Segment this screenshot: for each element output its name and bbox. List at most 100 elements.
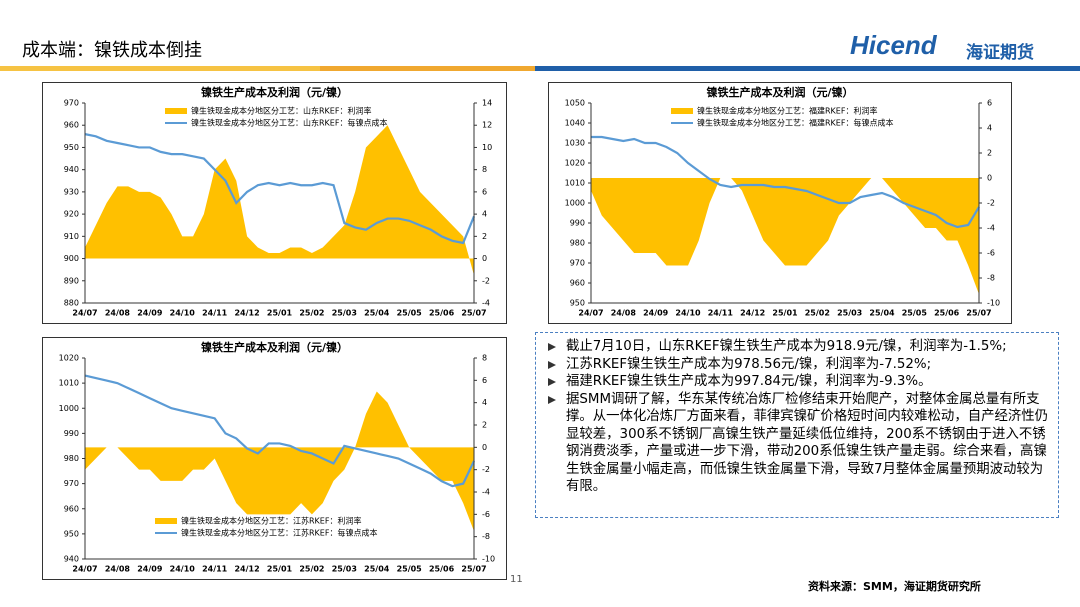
x-tick-label: 25/05 [902,309,928,318]
y-tick-label: 960 [570,279,585,288]
y2-tick-label: -8 [987,274,995,283]
y-tick-label: 920 [64,210,79,219]
y-tick-label: 970 [570,259,585,268]
y2-tick-label: -6 [482,510,490,519]
y2-tick-label: 10 [482,143,492,152]
y2-tick-label: -2 [482,465,490,474]
x-tick-label: 25/05 [397,565,423,574]
x-tick-label: 24/11 [202,309,228,318]
x-tick-label: 25/01 [772,309,798,318]
y2-tick-label: 0 [482,443,487,452]
chart-title: 镍铁生产成本及利润（元/镍） [201,340,348,354]
x-tick-label: 24/10 [170,309,196,318]
x-tick-label: 24/09 [643,309,669,318]
chart-box: 镍铁生产成本及利润（元/镍） 950 960 970 980 990 1000 1010 102… [548,82,1012,324]
logo: Hicend [850,30,937,60]
x-tick-label: 24/09 [137,309,163,318]
x-tick-label: 25/02 [299,565,324,574]
x-tick-label: 25/04 [364,309,390,318]
x-tick-label: 24/08 [105,565,131,574]
y-tick-label: 900 [64,254,79,263]
x-tick-label: 24/12 [234,565,259,574]
y2-tick-label: 2 [482,421,487,430]
y2-tick-label: -4 [482,299,490,308]
profit-area [591,178,979,295]
x-tick-label: 25/06 [934,309,960,318]
header-bar [535,66,1080,71]
header-bar [320,66,535,71]
logo-cn: 海证期货 [966,43,1034,63]
y2-tick-label: 4 [482,210,487,219]
note: 截止7月10日，山东RKEF镍生铁生产成本为918.9元/镍，利润率为-1.5%… [544,338,1050,356]
y2-tick-label: 4 [482,398,487,407]
y-tick-label: 960 [64,504,79,513]
x-tick-label: 24/11 [708,309,734,318]
x-tick-label: 25/02 [805,309,830,318]
x-tick-label: 24/09 [137,565,163,574]
x-tick-label: 25/04 [869,309,895,318]
legend-label: 镍生铁现金成本分地区分工艺：山东RKEF：利润率 [191,106,371,116]
y-tick-label: 970 [64,479,79,488]
x-tick-label: 24/10 [170,565,196,574]
chart: 镍铁生产成本及利润（元/镍） 950 960 970 980 990 1000 1010 102… [565,85,1000,318]
x-tick-label: 25/07 [461,309,486,318]
y2-tick-label: 6 [987,99,992,108]
y2-tick-label: 2 [987,149,992,158]
x-tick-label: 25/06 [429,565,455,574]
y2-tick-label: -10 [987,299,1000,308]
x-tick-label: 25/03 [837,309,862,318]
note: 江苏RKEF镍生铁生产成本为978.56元/镍，利润率为-7.52%; [544,356,1050,374]
notes: 截止7月10日，山东RKEF镍生铁生产成本为918.9元/镍，利润率为-1.5%… [535,332,1059,518]
x-tick-label: 25/03 [332,565,357,574]
y2-tick-label: 0 [482,254,487,263]
y2-tick-label: 2 [482,232,487,241]
x-tick-label: 25/05 [397,309,423,318]
x-tick-label: 24/10 [675,309,701,318]
y-tick-label: 990 [570,219,585,228]
y2-tick-label: -2 [482,276,490,285]
y-tick-label: 1040 [565,119,585,128]
y2-tick-label: 14 [482,99,492,108]
y-tick-label: 1010 [565,179,585,188]
chart: 镍铁生产成本及利润（元/镍） 940 950 960 970 980 990 1000 1010… [59,340,495,574]
y-tick-label: 1000 [59,404,79,413]
y2-tick-label: -4 [482,488,490,497]
x-tick-label: 24/07 [72,565,97,574]
x-tick-label: 24/08 [611,309,637,318]
x-tick-label: 24/08 [105,309,131,318]
chart-box: 镍铁生产成本及利润（元/镍） 880 890 900 910 920 930 940 950 96… [42,82,507,324]
legend-label: 镍生铁现金成本分地区分工艺：山东RKEF：每镍点成本 [191,118,387,128]
y-tick-label: 980 [570,239,585,248]
y-tick-label: 880 [64,299,79,308]
y2-tick-label: 6 [482,187,487,196]
slide-title: 成本端：镍铁成本倒挂 [22,40,202,61]
legend-label: 镍生铁现金成本分地区分工艺：福建RKEF：每镍点成本 [697,118,893,128]
y-tick-label: 960 [64,121,79,130]
y-tick-label: 950 [64,143,79,152]
y-tick-label: 950 [570,299,585,308]
y2-tick-label: -10 [482,555,495,564]
x-tick-label: 24/07 [72,309,97,318]
y-tick-label: 1050 [565,99,585,108]
chart-box: 镍铁生产成本及利润（元/镍） 940 950 960 970 980 990 1000 1010… [42,337,507,580]
y2-tick-label: 8 [482,354,487,363]
y2-tick-label: 8 [482,165,487,174]
note: 福建RKEF镍生铁生产成本为997.84元/镍，利润率为-9.3%。 [544,373,1050,391]
y-tick-label: 1020 [59,354,79,363]
y-tick-label: 980 [64,454,79,463]
y-tick-label: 1000 [565,199,585,208]
legend-swatch [671,108,693,114]
y-tick-label: 1010 [59,379,79,388]
x-tick-label: 24/11 [202,565,228,574]
cost-line [591,135,980,229]
x-tick-label: 24/12 [234,309,259,318]
y2-tick-label: -6 [987,249,995,258]
x-tick-label: 25/01 [267,565,293,574]
x-tick-label: 25/01 [267,309,293,318]
chart-title: 镍铁生产成本及利润（元/镍） [201,85,348,99]
source: 资料来源：SMM，海证期货研究所 [808,580,981,593]
profit-area [85,391,474,532]
legend-swatch [165,108,187,114]
y-tick-label: 890 [64,276,79,285]
